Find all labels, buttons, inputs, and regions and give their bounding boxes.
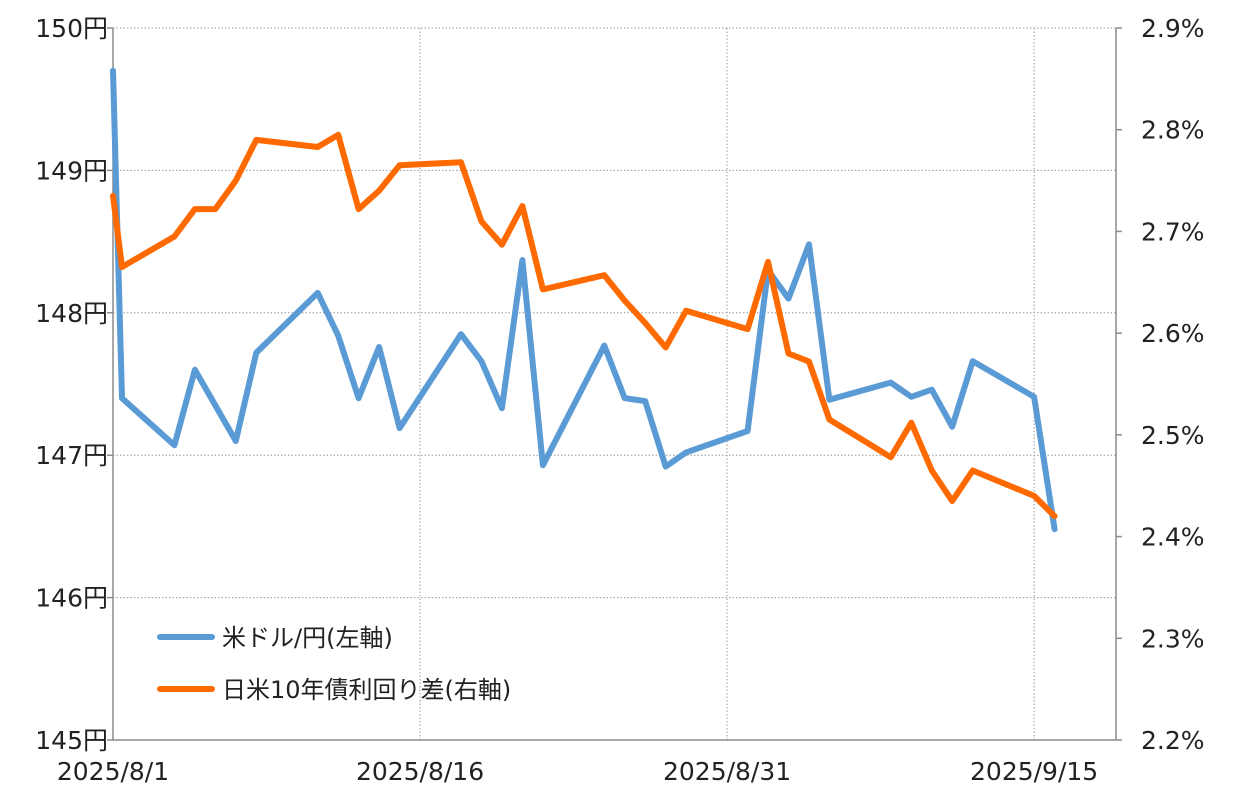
x-tick-label: 2025/8/16 xyxy=(356,757,484,786)
y-left-tick-label: 150円 xyxy=(35,14,108,43)
series-line-2 xyxy=(110,131,1058,520)
y-right-tick-label: 2.9% xyxy=(1141,14,1205,43)
x-tick-label: 2025/8/31 xyxy=(663,757,791,786)
y-right-tick-label: 2.2% xyxy=(1141,726,1205,755)
x-tick-label: 2025/9/15 xyxy=(970,757,1098,786)
y-right-tick-label: 2.5% xyxy=(1141,421,1205,450)
y-right-tick-label: 2.8% xyxy=(1141,116,1205,145)
tick-labels: 145円 146円 147円 148円 149円 150円 2.2% 2.3% 2.4% 2.5%… xyxy=(35,14,1204,786)
grid-lines xyxy=(113,27,1116,740)
legend-label-1: 米ドル/円(左軸) xyxy=(222,624,393,652)
y-left-tick-label: 146円 xyxy=(35,584,108,613)
y-left-tick-label: 149円 xyxy=(35,156,108,185)
x-tick-label: 2025/8/1 xyxy=(57,757,169,786)
y-right-tick-label: 2.7% xyxy=(1141,217,1205,246)
legend-label-2: 日米10年債利回り差(右軸) xyxy=(222,676,511,704)
y-right-tick-label: 2.6% xyxy=(1141,319,1205,348)
y-right-tick-label: 2.3% xyxy=(1141,624,1205,653)
legend: 米ドル/円(左軸) 日米10年債利回り差(右軸) xyxy=(157,624,511,704)
y-left-tick-label: 147円 xyxy=(35,441,108,470)
y-left-tick-label: 148円 xyxy=(35,299,108,328)
series-line-1 xyxy=(110,67,1058,533)
series-lines xyxy=(110,67,1058,533)
y-left-tick-label: 145円 xyxy=(35,726,108,755)
y-right-tick-label: 2.4% xyxy=(1141,523,1205,552)
